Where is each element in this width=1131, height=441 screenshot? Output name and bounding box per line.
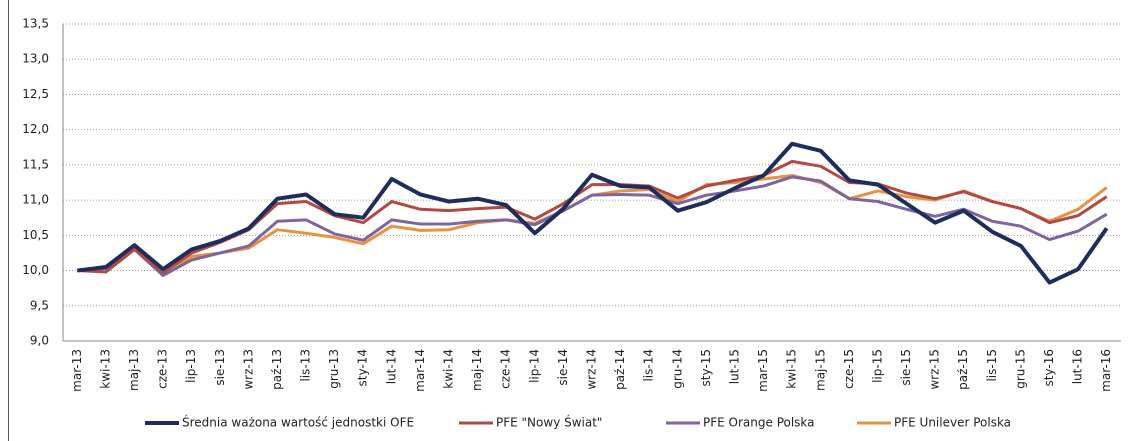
x-tick-label: paź-15 — [956, 349, 970, 390]
series-line — [77, 173, 1108, 276]
x-tick-label: kwi-15 — [785, 349, 799, 389]
x-tick-label: kwi-13 — [98, 349, 112, 389]
y-tick-label: 11,0 — [22, 193, 49, 207]
y-tick-label: 12,0 — [22, 122, 49, 136]
x-tick-label: gru-13 — [327, 349, 341, 389]
x-tick-label: wrz-14 — [585, 349, 599, 390]
x-tick-label: paź-14 — [613, 349, 627, 390]
x-tick-label: sie-13 — [213, 349, 227, 386]
x-tick-label: sty-15 — [699, 349, 713, 386]
y-tick-label: 13,5 — [22, 17, 49, 31]
x-tick-label: lis-15 — [985, 349, 999, 382]
x-tick-label: sie-14 — [556, 349, 570, 386]
legend-label: PFE Orange Polska — [703, 416, 815, 430]
x-tick-label: lis-13 — [299, 349, 313, 382]
x-tick-label: gru-15 — [1013, 349, 1027, 389]
x-tick-label: sie-15 — [899, 349, 913, 386]
x-tick-label: lut-14 — [384, 349, 398, 384]
x-tick-label: lip-14 — [527, 349, 541, 383]
x-tick-label: cze-13 — [156, 349, 170, 389]
x-tick-label: wrz-13 — [241, 349, 255, 390]
y-tick-label: 10,5 — [22, 228, 49, 242]
y-tick-label: 10,0 — [22, 263, 49, 277]
x-tick-label: cze-14 — [499, 349, 513, 389]
x-tick-label: cze-15 — [842, 349, 856, 389]
x-tick-label: maj-13 — [127, 349, 141, 391]
x-tick-label: kwi-14 — [442, 349, 456, 389]
y-tick-label: 11,5 — [22, 157, 49, 171]
x-tick-label: sty-14 — [356, 349, 370, 386]
legend-label: PFE Unilever Polska — [894, 416, 1011, 430]
x-tick-label: lut-15 — [727, 349, 741, 384]
x-tick-label: lis-14 — [642, 349, 656, 382]
x-tick-label: sty-16 — [1042, 349, 1056, 386]
series-line — [77, 175, 1108, 277]
x-tick-label: mar-15 — [756, 349, 770, 392]
x-tick-label: wrz-15 — [928, 349, 942, 390]
x-tick-label: lip-13 — [184, 349, 198, 383]
y-tick-label: 12,5 — [22, 87, 49, 101]
legend-label: Średnia ważona wartość jednostki OFE — [182, 415, 414, 430]
y-tick-label: 13,0 — [22, 52, 49, 66]
x-tick-label: mar-13 — [70, 349, 84, 392]
x-tick-label: mar-14 — [413, 349, 427, 392]
x-tick-label: maj-15 — [813, 349, 827, 391]
y-tick-label: 9,5 — [30, 298, 49, 312]
x-tick-label: gru-14 — [670, 349, 684, 389]
x-tick-label: mar-16 — [1099, 349, 1113, 392]
series-line — [77, 141, 1109, 285]
legend-label: PFE "Nowy Świat" — [496, 415, 602, 430]
x-tick-label: lip-15 — [870, 349, 884, 383]
x-tick-label: paź-13 — [270, 349, 284, 390]
y-tick-label: 9,0 — [30, 334, 49, 348]
x-tick-label: lut-16 — [1071, 349, 1085, 384]
x-tick-label: maj-14 — [470, 349, 484, 391]
